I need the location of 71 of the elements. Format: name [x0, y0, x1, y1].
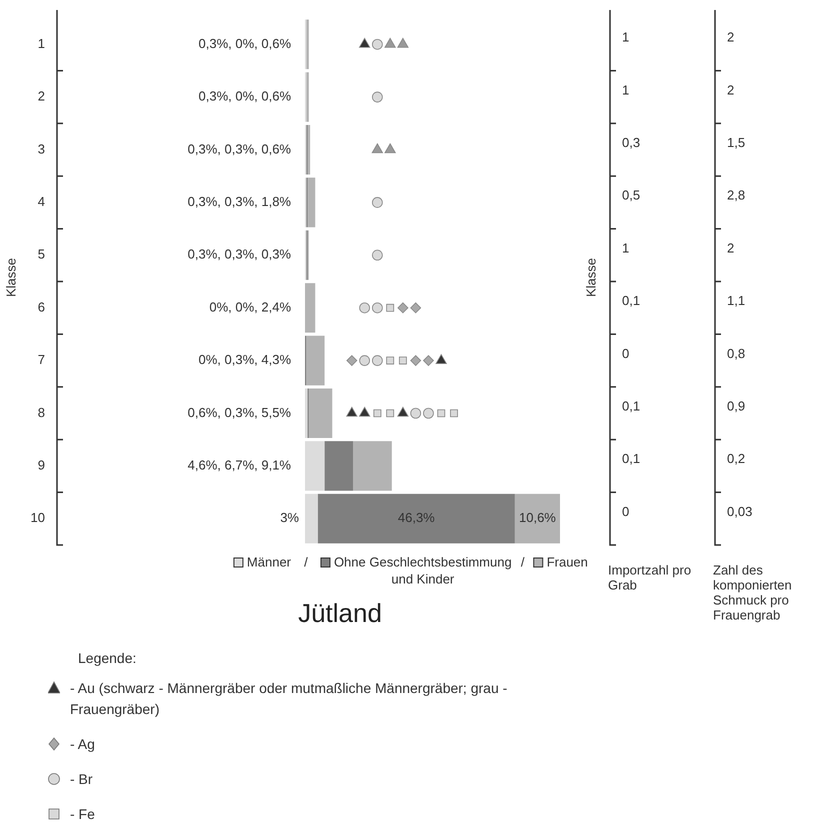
text: 0,3%, 0,3%, 1,8% — [188, 194, 291, 210]
bar — [305, 441, 325, 491]
bar — [306, 72, 309, 122]
y2-tick-label: 1 — [622, 82, 630, 98]
text: 0,6%, 0,3%, 5,5% — [188, 404, 291, 420]
legend-title: Legende: — [78, 650, 138, 666]
text: 1,1 — [727, 293, 746, 308]
text: 0,3%, 0%, 0,6% — [198, 88, 291, 104]
y-tick-label: 4 — [38, 194, 45, 210]
legend-label: - Fe — [70, 805, 95, 824]
text: 0,03 — [727, 504, 752, 519]
text: 4,6%, 6,7%, 9,1% — [188, 458, 291, 473]
bar — [308, 388, 332, 438]
bar — [305, 494, 318, 544]
y-tick-label: 2 — [38, 88, 45, 104]
bar — [514, 494, 560, 544]
data-label: 10,6% — [519, 510, 556, 526]
text: / — [520, 554, 525, 570]
bar — [305, 388, 308, 438]
text: 1,5 — [727, 135, 746, 150]
y-tick-label: 5 — [38, 246, 45, 262]
y-tick-label: 7 — [38, 352, 45, 368]
text: / — [304, 554, 308, 570]
bar — [353, 441, 392, 491]
y-tick-label: 1 — [38, 36, 45, 51]
text: 2 — [727, 82, 734, 98]
legend-label: Ohne Geschlechtsbestimmung und Kinder — [334, 554, 512, 587]
text: 0,3%, 0%, 0,6% — [198, 36, 291, 51]
text: 0,3%, 0,3%, 0,6% — [188, 141, 291, 156]
y2-tick-label: 0 — [622, 346, 630, 361]
y-tick-label: 8 — [38, 404, 45, 420]
y2-tick-label: 1 — [622, 240, 630, 256]
bar — [308, 124, 310, 175]
data-label: 3% — [280, 510, 300, 526]
bar — [305, 283, 316, 333]
text: 0%, 0%, 2,4% — [209, 299, 291, 314]
text: Klasse — [584, 258, 599, 298]
legend-label: Männer — [246, 554, 292, 570]
legend-label: Frauen — [546, 554, 588, 570]
text: Zahl des komponierten Schmuck pro Frauengrab — [713, 562, 792, 623]
text: 0,8 — [727, 346, 746, 361]
y2-tick-label: 0,1 — [622, 451, 640, 466]
text: 2 — [727, 30, 734, 45]
text: Jütland — [297, 598, 383, 629]
y2-tick-label: 0,3 — [622, 135, 640, 150]
y2-tick-label: 0,5 — [622, 188, 640, 203]
y-tick-label: 10 — [30, 510, 45, 526]
text: 0%, 0,3%, 4,3% — [198, 352, 291, 368]
text: 0,9 — [727, 398, 746, 414]
y2-tick-label: 0,1 — [622, 398, 640, 414]
y-tick-label: 3 — [38, 141, 45, 156]
bar — [308, 178, 316, 228]
legend-label: - Au (schwarz - Männergräber oder mutmaßliche Männergräber; grau - Frauengräber) — [70, 679, 508, 719]
y-tick-label: 6 — [38, 299, 45, 314]
bar — [306, 20, 309, 70]
text: 0,2 — [727, 451, 746, 466]
y-axis-title: Klasse — [4, 258, 19, 298]
text: 2,8 — [727, 188, 746, 203]
bar — [324, 441, 354, 491]
y2-tick-label: 1 — [622, 30, 630, 45]
bar — [306, 336, 325, 386]
bar — [318, 494, 515, 544]
data-label: 46,3% — [398, 510, 436, 526]
y-tick-label: 9 — [38, 458, 45, 473]
text: 2 — [727, 240, 734, 256]
legend-label: - Br — [70, 770, 93, 789]
y2-tick-label: 0,1 — [622, 293, 640, 308]
y2-tick-label: 0 — [622, 504, 630, 519]
legend-label: - Ag — [70, 735, 95, 754]
text: Importzahl pro Grab — [608, 562, 692, 593]
text: 0,3%, 0,3%, 0,3% — [188, 246, 291, 262]
